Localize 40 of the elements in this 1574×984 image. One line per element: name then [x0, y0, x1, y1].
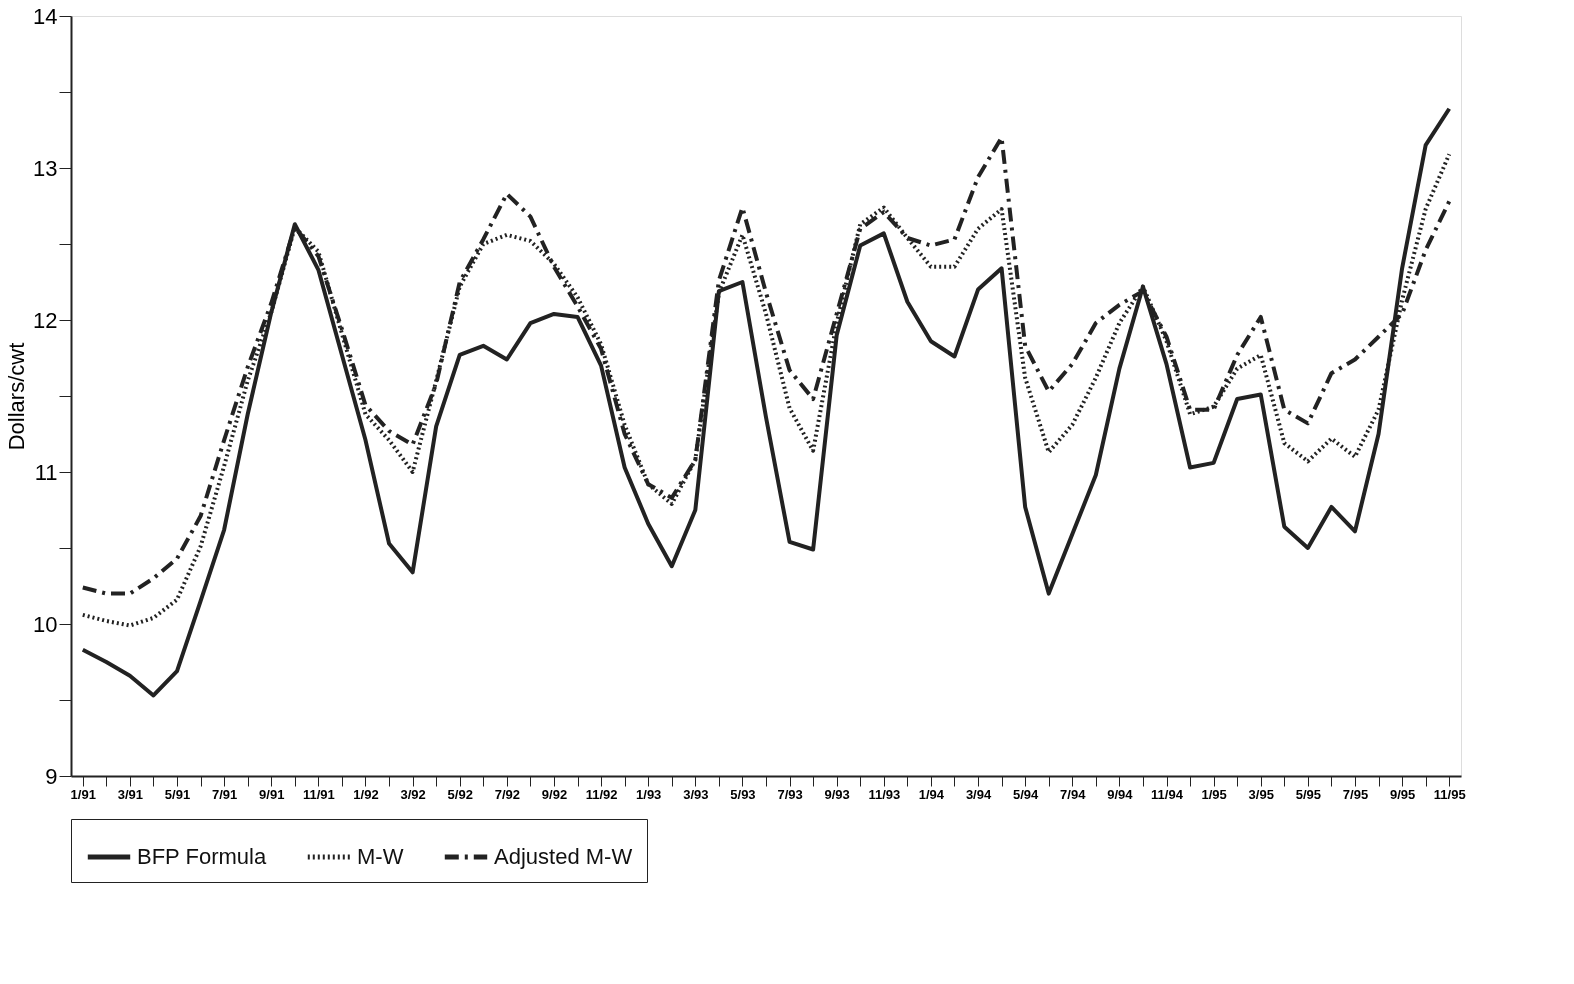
legend-label: Adjusted M-W — [494, 844, 633, 869]
x-tick-label: 7/94 — [1060, 786, 1087, 802]
x-tick-label: 11/93 — [868, 786, 901, 802]
x-tick-label: 5/92 — [447, 786, 473, 802]
x-tick-label: 1/95 — [1201, 786, 1227, 802]
x-tick-label: 7/95 — [1342, 786, 1369, 802]
x-tick-label: 7/91 — [211, 786, 238, 802]
x-tick-label: 9/95 — [1389, 786, 1416, 802]
x-tick-label: 11/91 — [302, 786, 335, 802]
x-tick-label: 7/93 — [777, 786, 803, 802]
y-tick-label: 13 — [33, 155, 58, 181]
legend-label: BFP Formula — [137, 844, 267, 869]
legend-label: M-W — [357, 844, 404, 869]
x-tick-label: 3/95 — [1248, 786, 1274, 802]
x-tick-label: 9/94 — [1107, 786, 1134, 802]
x-tick-label: 3/94 — [965, 786, 992, 802]
x-tick-label: 5/94 — [1013, 786, 1040, 802]
x-tick-label: 7/92 — [494, 786, 520, 802]
x-tick-label: 9/91 — [259, 786, 285, 802]
x-tick-label: 9/93 — [824, 786, 850, 802]
y-tick-label: 14 — [33, 3, 58, 29]
x-tick-label: 1/93 — [636, 786, 662, 802]
x-tick-label: 5/91 — [164, 786, 191, 802]
y-tick-label: 11 — [34, 459, 58, 485]
y-tick-label: 10 — [33, 611, 58, 637]
x-tick-label: 1/91 — [70, 786, 96, 802]
x-tick-label: 3/92 — [400, 786, 426, 802]
x-tick-label: 3/91 — [117, 786, 144, 802]
y-tick-label: 9 — [45, 763, 58, 789]
y-axis-title: Dollars/cwt — [4, 342, 30, 451]
x-tick-label: 11/95 — [1433, 786, 1466, 802]
x-tick-label: 5/95 — [1295, 786, 1322, 802]
x-tick-label: 5/93 — [730, 786, 756, 802]
x-tick-label: 1/94 — [918, 786, 945, 802]
x-tick-label: 3/93 — [683, 786, 709, 802]
x-tick-label: 1/92 — [353, 786, 379, 802]
x-tick-label: 11/94 — [1151, 786, 1184, 802]
y-tick-label: 12 — [33, 307, 58, 333]
x-tick-label: 11/92 — [585, 786, 618, 802]
x-tick-label: 9/92 — [541, 786, 568, 802]
